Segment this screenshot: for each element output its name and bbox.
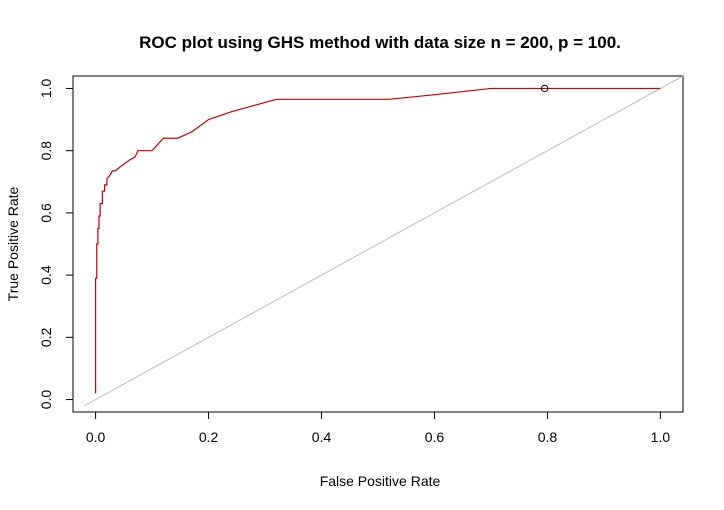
x-tick-label: 0.2 [199,429,219,445]
x-axis-label: False Positive Rate [320,473,441,489]
diagonal-reference-line [84,75,684,407]
y-tick-label: 0.2 [38,327,54,347]
x-tick-label: 0.0 [86,429,106,445]
y-tick-label: 0.6 [38,203,54,223]
threshold-marker [540,84,549,93]
x-tick-label: 0.4 [312,429,332,445]
roc-curve [94,87,661,394]
x-tick-label: 0.8 [538,429,558,445]
x-tick-label: 0.6 [425,429,445,445]
x-axis: 0.0 0.2 0.4 0.6 0.8 1.0 [86,411,671,445]
y-tick-label: 0.8 [38,141,54,161]
y-axis-label: True Positive Rate [5,186,21,301]
chart-title: ROC plot using GHS method with data size… [139,33,621,52]
y-tick-label: 0.4 [38,265,54,285]
y-axis: 0.0 0.2 0.4 0.6 0.8 1.0 [38,79,74,410]
y-tick-label: 1.0 [38,79,54,99]
y-tick-label: 0.0 [38,390,54,410]
x-tick-label: 1.0 [651,429,671,445]
